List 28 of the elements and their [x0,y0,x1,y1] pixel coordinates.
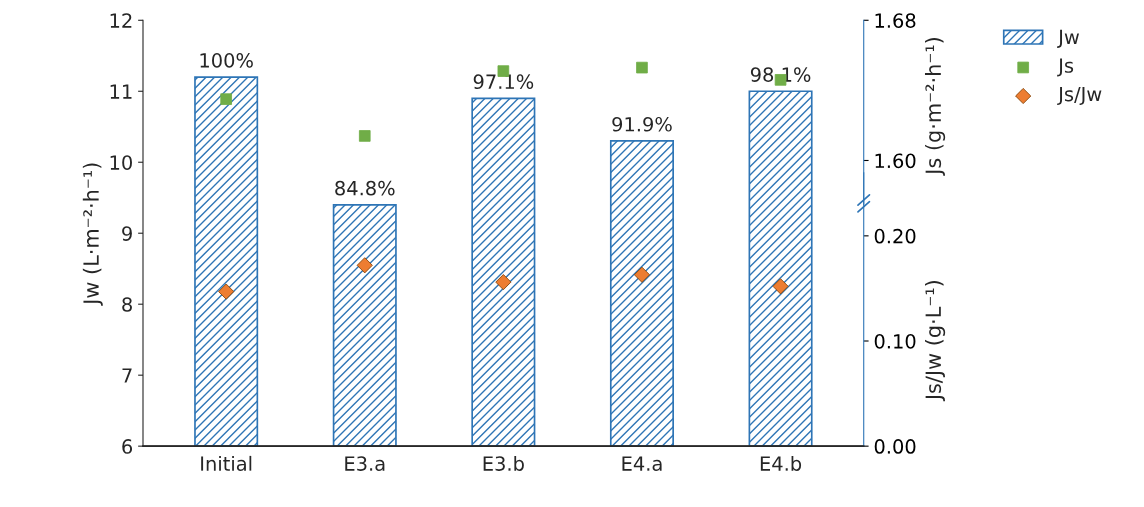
y2-tick-label: 0.20 [874,228,916,244]
y-axis-title: Jw (L·m⁻²·h⁻¹) [82,163,103,306]
y2-axis-title: Js/Jw (g·L⁻¹) [925,281,946,402]
y-tick-label: 11 [110,84,132,99]
y-tick-label: 7 [122,368,132,383]
annotation: 84.8% [335,180,395,196]
x-tick-label: E3.b [483,455,524,471]
y3-tick-label: 1.68 [875,13,916,28]
y2-tick-label: 0.00 [874,439,916,454]
legend-label: Js/Jw [1057,86,1102,106]
legend-label: Js [1057,58,1074,77]
y-tick-label: 10 [110,155,132,170]
x-tick-label: E4.b [760,455,802,471]
annotation: 97.1% [473,74,534,90]
y-tick-label: 8 [122,297,132,312]
y-tick-label: 6 [122,439,133,454]
y3-axis-title: Js (g·m⁻²·h⁻¹) [924,37,946,176]
legend-label: Jw [1057,29,1080,48]
annotation: 100% [200,53,253,68]
x-tick-label: E4.a [622,456,662,471]
y3-tick-label: 1.60 [875,153,916,169]
x-tick-label: E3.a [345,456,385,471]
annotation: 98.1% [750,67,811,82]
y-tick-label: 9 [122,226,132,241]
annotation: 91.9% [612,116,672,132]
x-tick-label: Initial [201,455,252,471]
y-tick-label: 12 [110,13,132,28]
y2-tick-label: 0.10 [874,333,916,349]
